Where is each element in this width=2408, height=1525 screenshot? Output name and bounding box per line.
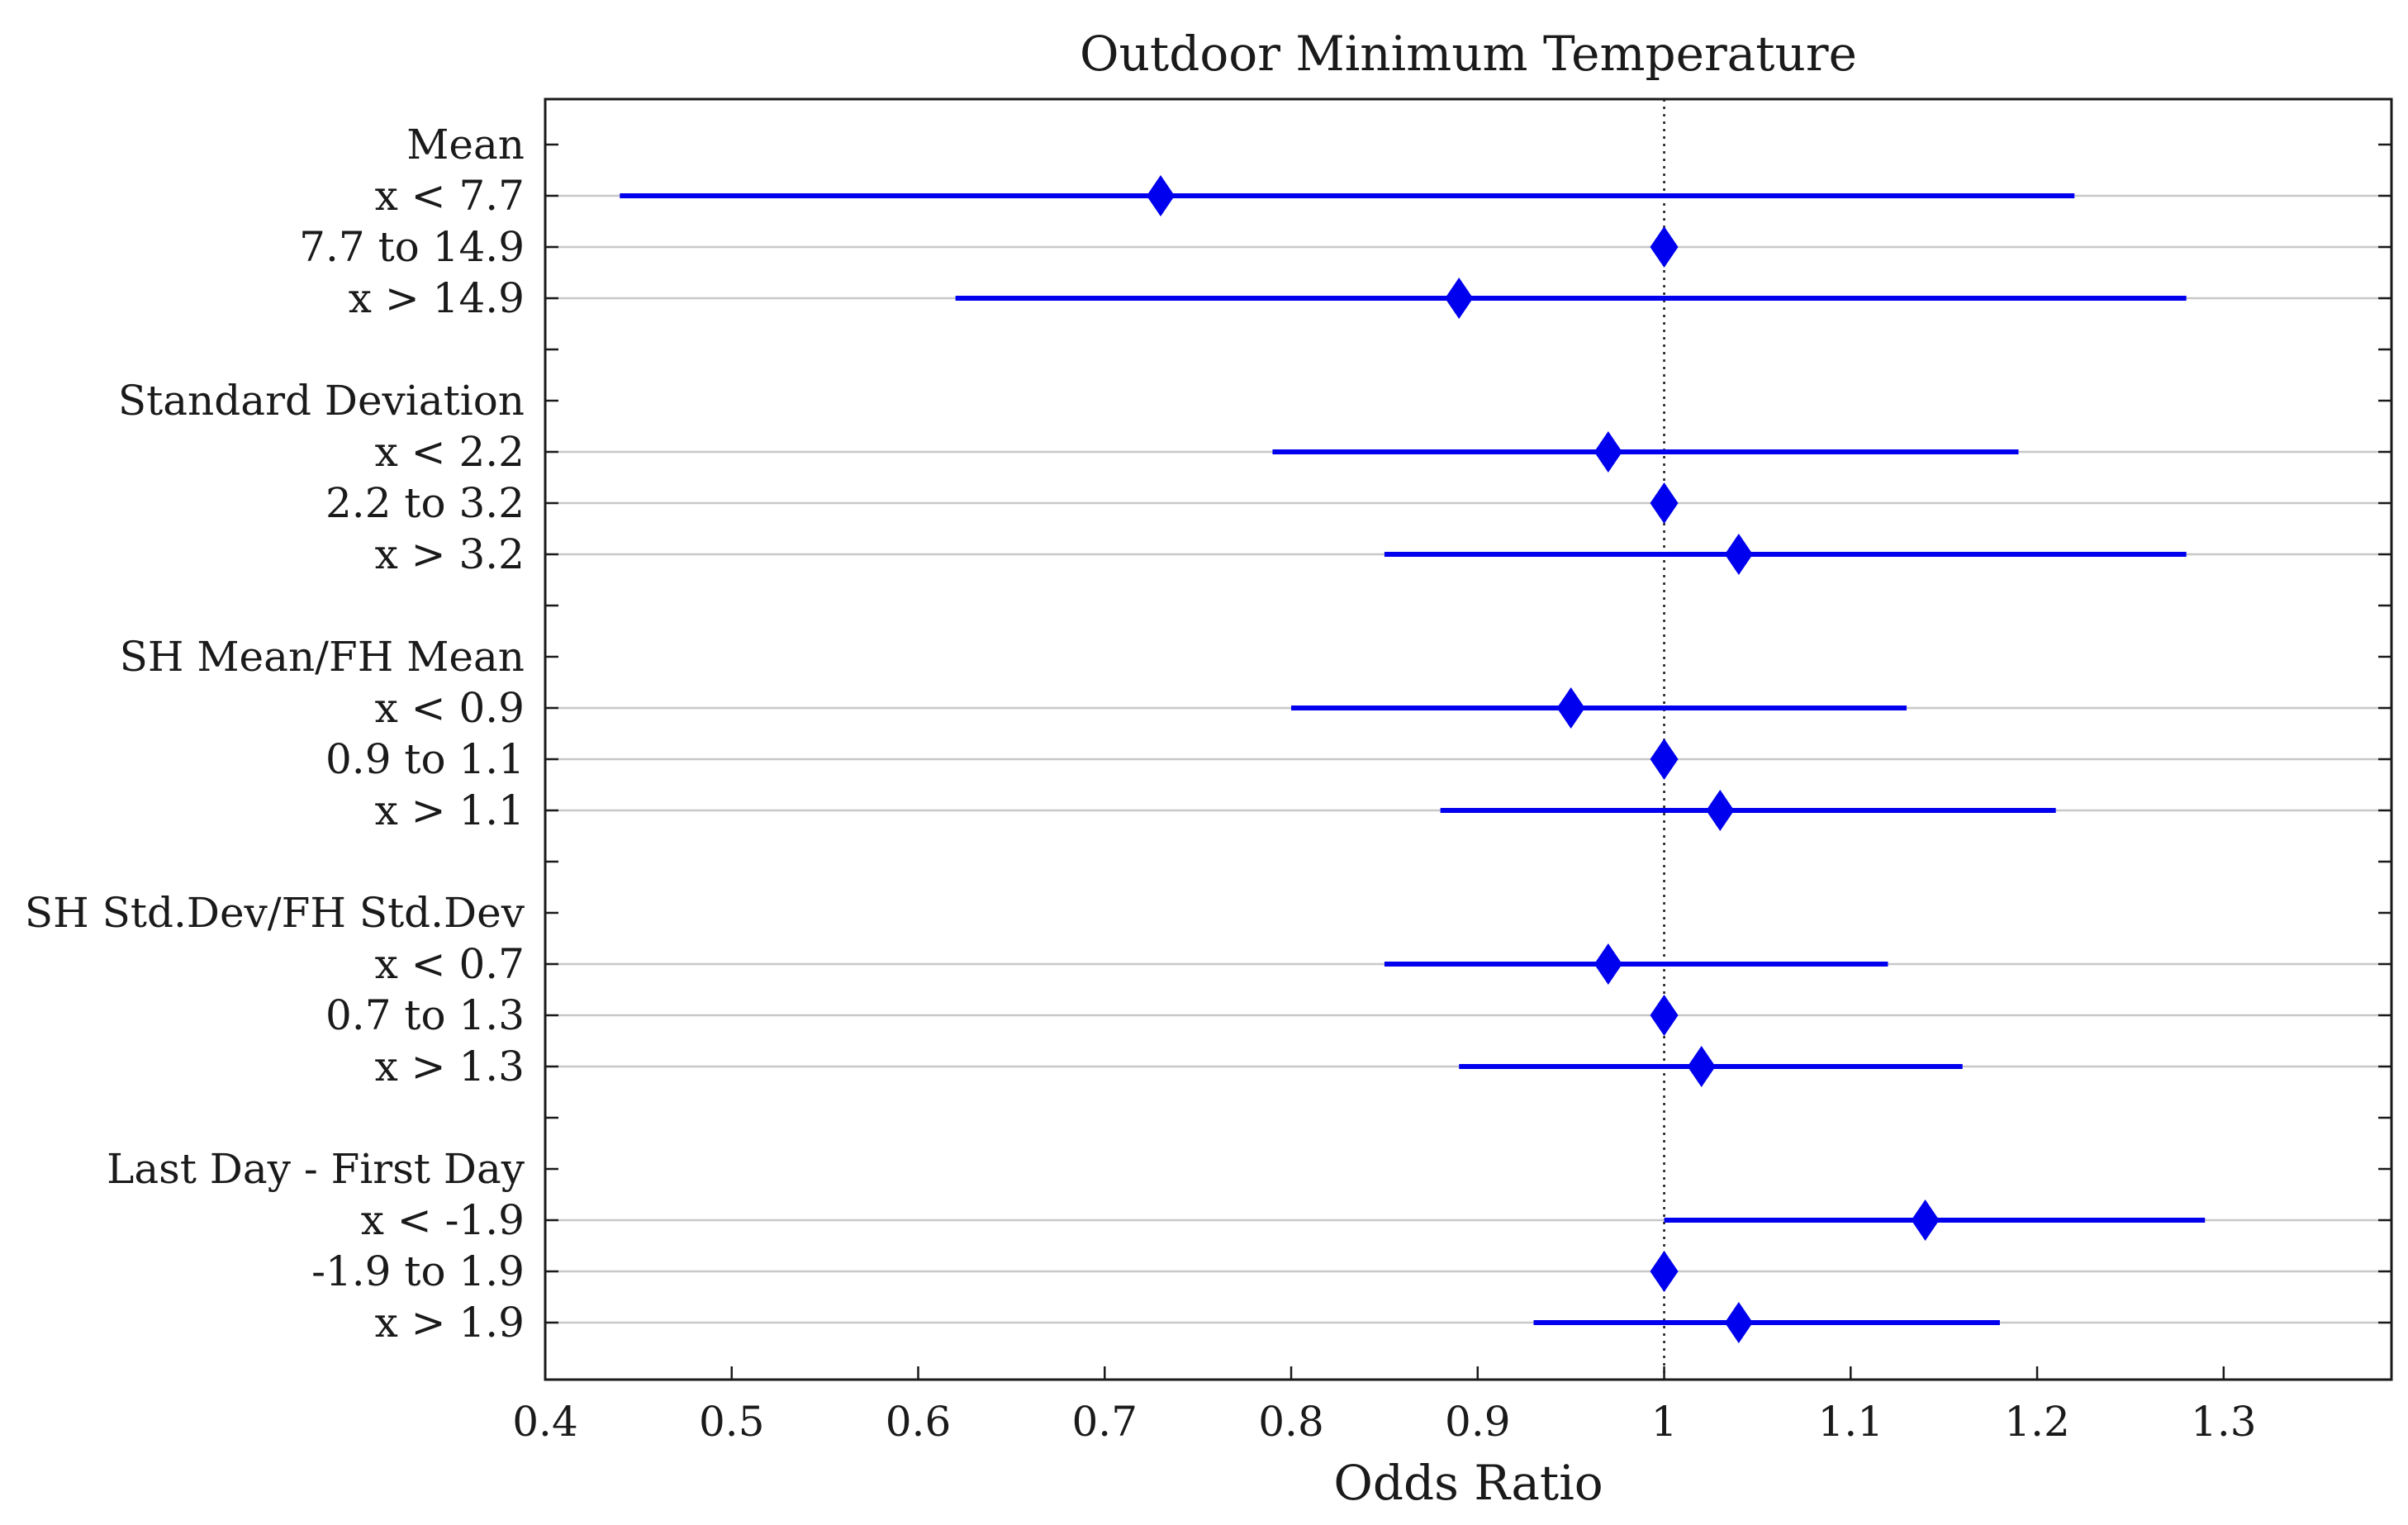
odds-ratio-marker: [1724, 534, 1753, 575]
odds-ratio-marker: [1650, 226, 1679, 268]
row-label: x > 3.2: [375, 530, 525, 578]
odds-ratio-marker: [1911, 1200, 1940, 1241]
row-label: x < 7.7: [375, 172, 525, 220]
group-header-label: SH Std.Dev/FH Std.Dev: [25, 889, 525, 937]
row-label: x < 0.9: [375, 684, 525, 732]
x-tick-label: 1.1: [1818, 1398, 1884, 1446]
odds-ratio-marker: [1593, 943, 1622, 985]
odds-ratio-marker: [1445, 278, 1474, 319]
row-label: -1.9 to 1.9: [311, 1247, 525, 1295]
row-label: 7.7 to 14.9: [299, 223, 525, 271]
row-label: 2.2 to 3.2: [325, 479, 525, 527]
x-tick-label: 0.6: [886, 1398, 952, 1446]
group-header-label: Last Day - First Day: [107, 1145, 525, 1193]
row-label: x > 14.9: [349, 274, 525, 322]
odds-ratio-marker: [1556, 687, 1585, 729]
x-tick-label: 1: [1651, 1398, 1678, 1446]
row-label: x > 1.3: [375, 1043, 525, 1090]
x-tick-label: 1.2: [2004, 1398, 2070, 1446]
row-label: x > 1.9: [375, 1299, 525, 1347]
axes-frame: [544, 97, 2393, 1381]
odds-ratio-marker: [1706, 790, 1735, 831]
row-label: x < 2.2: [375, 428, 525, 476]
row-label: 0.7 to 1.3: [325, 991, 525, 1039]
row-label: x < -1.9: [361, 1196, 525, 1244]
odds-ratio-marker: [1147, 175, 1175, 216]
odds-ratio-marker: [1593, 431, 1622, 473]
x-axis-label: Odds Ratio: [1333, 1455, 1603, 1511]
x-tick-label: 0.5: [699, 1398, 765, 1446]
row-label: 0.9 to 1.1: [325, 735, 525, 783]
odds-ratio-marker: [1650, 482, 1679, 524]
odds-ratio-markers: [1147, 175, 1940, 1343]
odds-ratio-marker: [1650, 995, 1679, 1036]
odds-ratio-marker: [1650, 1251, 1679, 1292]
odds-ratio-marker: [1724, 1302, 1753, 1343]
x-ticks: [544, 1366, 2225, 1380]
row-label: x > 1.1: [375, 786, 525, 834]
group-header-label: SH Mean/FH Mean: [120, 633, 525, 681]
gridlines: [545, 194, 2391, 1324]
chart-title: Outdoor Minimum Temperature: [1080, 26, 1857, 82]
odds-ratio-marker: [1687, 1046, 1716, 1087]
x-tick-label: 0.8: [1258, 1398, 1324, 1446]
row-label: x < 0.7: [375, 940, 525, 988]
odds-ratio-marker: [1650, 739, 1679, 780]
group-header-label: Standard Deviation: [118, 377, 525, 425]
group-header-label: Mean: [406, 121, 525, 169]
x-tick-label: 0.4: [512, 1398, 578, 1446]
y-ticks: [545, 143, 2391, 1324]
x-tick-labels: 0.4 0.5 0.6 0.7 0.8 0.9 1 1.1 1.2 1.3: [512, 1398, 2256, 1446]
x-tick-label: 1.3: [2191, 1398, 2257, 1446]
x-tick-label: 0.9: [1445, 1398, 1511, 1446]
x-tick-label: 0.7: [1072, 1398, 1138, 1446]
